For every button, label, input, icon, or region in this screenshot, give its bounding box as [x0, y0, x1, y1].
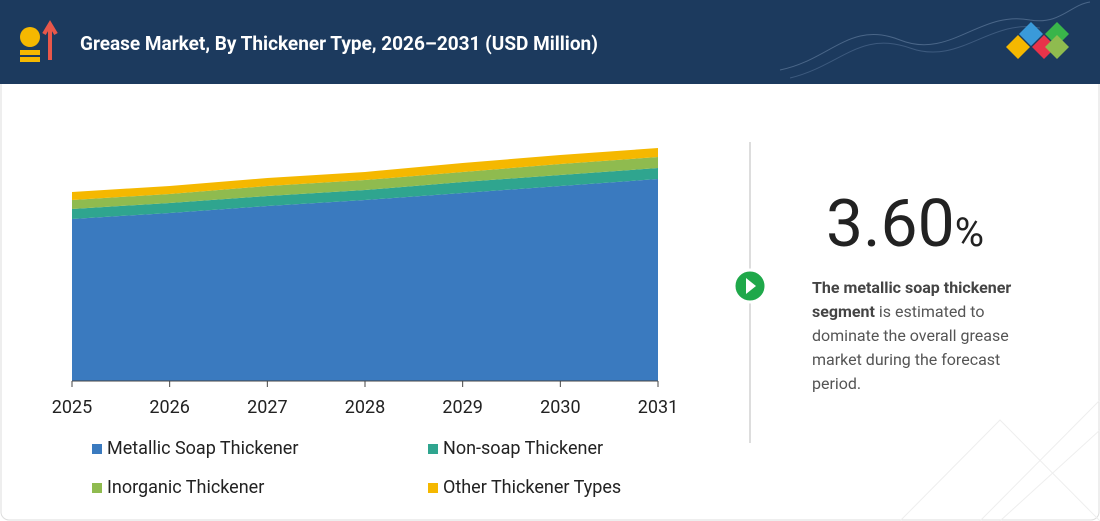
arrow-icon: [746, 278, 756, 294]
stat-number: 3.60: [826, 186, 955, 263]
area: [72, 179, 658, 381]
x-tick-label: 2025: [52, 397, 92, 418]
legend-label: Other Thickener Types: [443, 477, 621, 498]
x-tick-label: 2030: [540, 397, 580, 418]
stat-unit: %: [954, 209, 984, 256]
callout-bold: The metallic soap thickener segment: [812, 278, 1012, 321]
legend-swatch: [92, 483, 102, 493]
legend-label: Metallic Soap Thickener: [107, 438, 298, 459]
area: [72, 168, 658, 219]
x-tick-label: 2028: [345, 397, 385, 418]
callout-body: is estimated to dominate the overall gre…: [812, 302, 1009, 393]
legend-swatch: [92, 444, 102, 454]
legend-swatch: [428, 483, 438, 493]
logo: [1006, 22, 1069, 59]
decoration: [789, 26, 1041, 79]
header-band: [0, 0, 1100, 84]
x-tick-label: 2031: [638, 397, 678, 418]
decoration: [899, 399, 1100, 521]
area: [72, 148, 658, 200]
header-icon: [20, 20, 58, 62]
callout-text: The metallic soap thickener segment is e…: [812, 276, 1044, 396]
header-title: Grease Market, By Thickener Type, 2026–2…: [80, 32, 598, 55]
x-tick-label: 2027: [247, 397, 287, 418]
x-tick-label: 2029: [442, 397, 482, 418]
decoration: [779, 1, 1091, 71]
legend-swatch: [428, 444, 438, 454]
stat-value: 3.60%: [826, 186, 984, 263]
x-tick-label: 2026: [149, 397, 189, 418]
legend-label: Non-soap Thickener: [443, 438, 603, 459]
legend-label: Inorganic Thickener: [107, 477, 264, 498]
area: [72, 157, 658, 209]
